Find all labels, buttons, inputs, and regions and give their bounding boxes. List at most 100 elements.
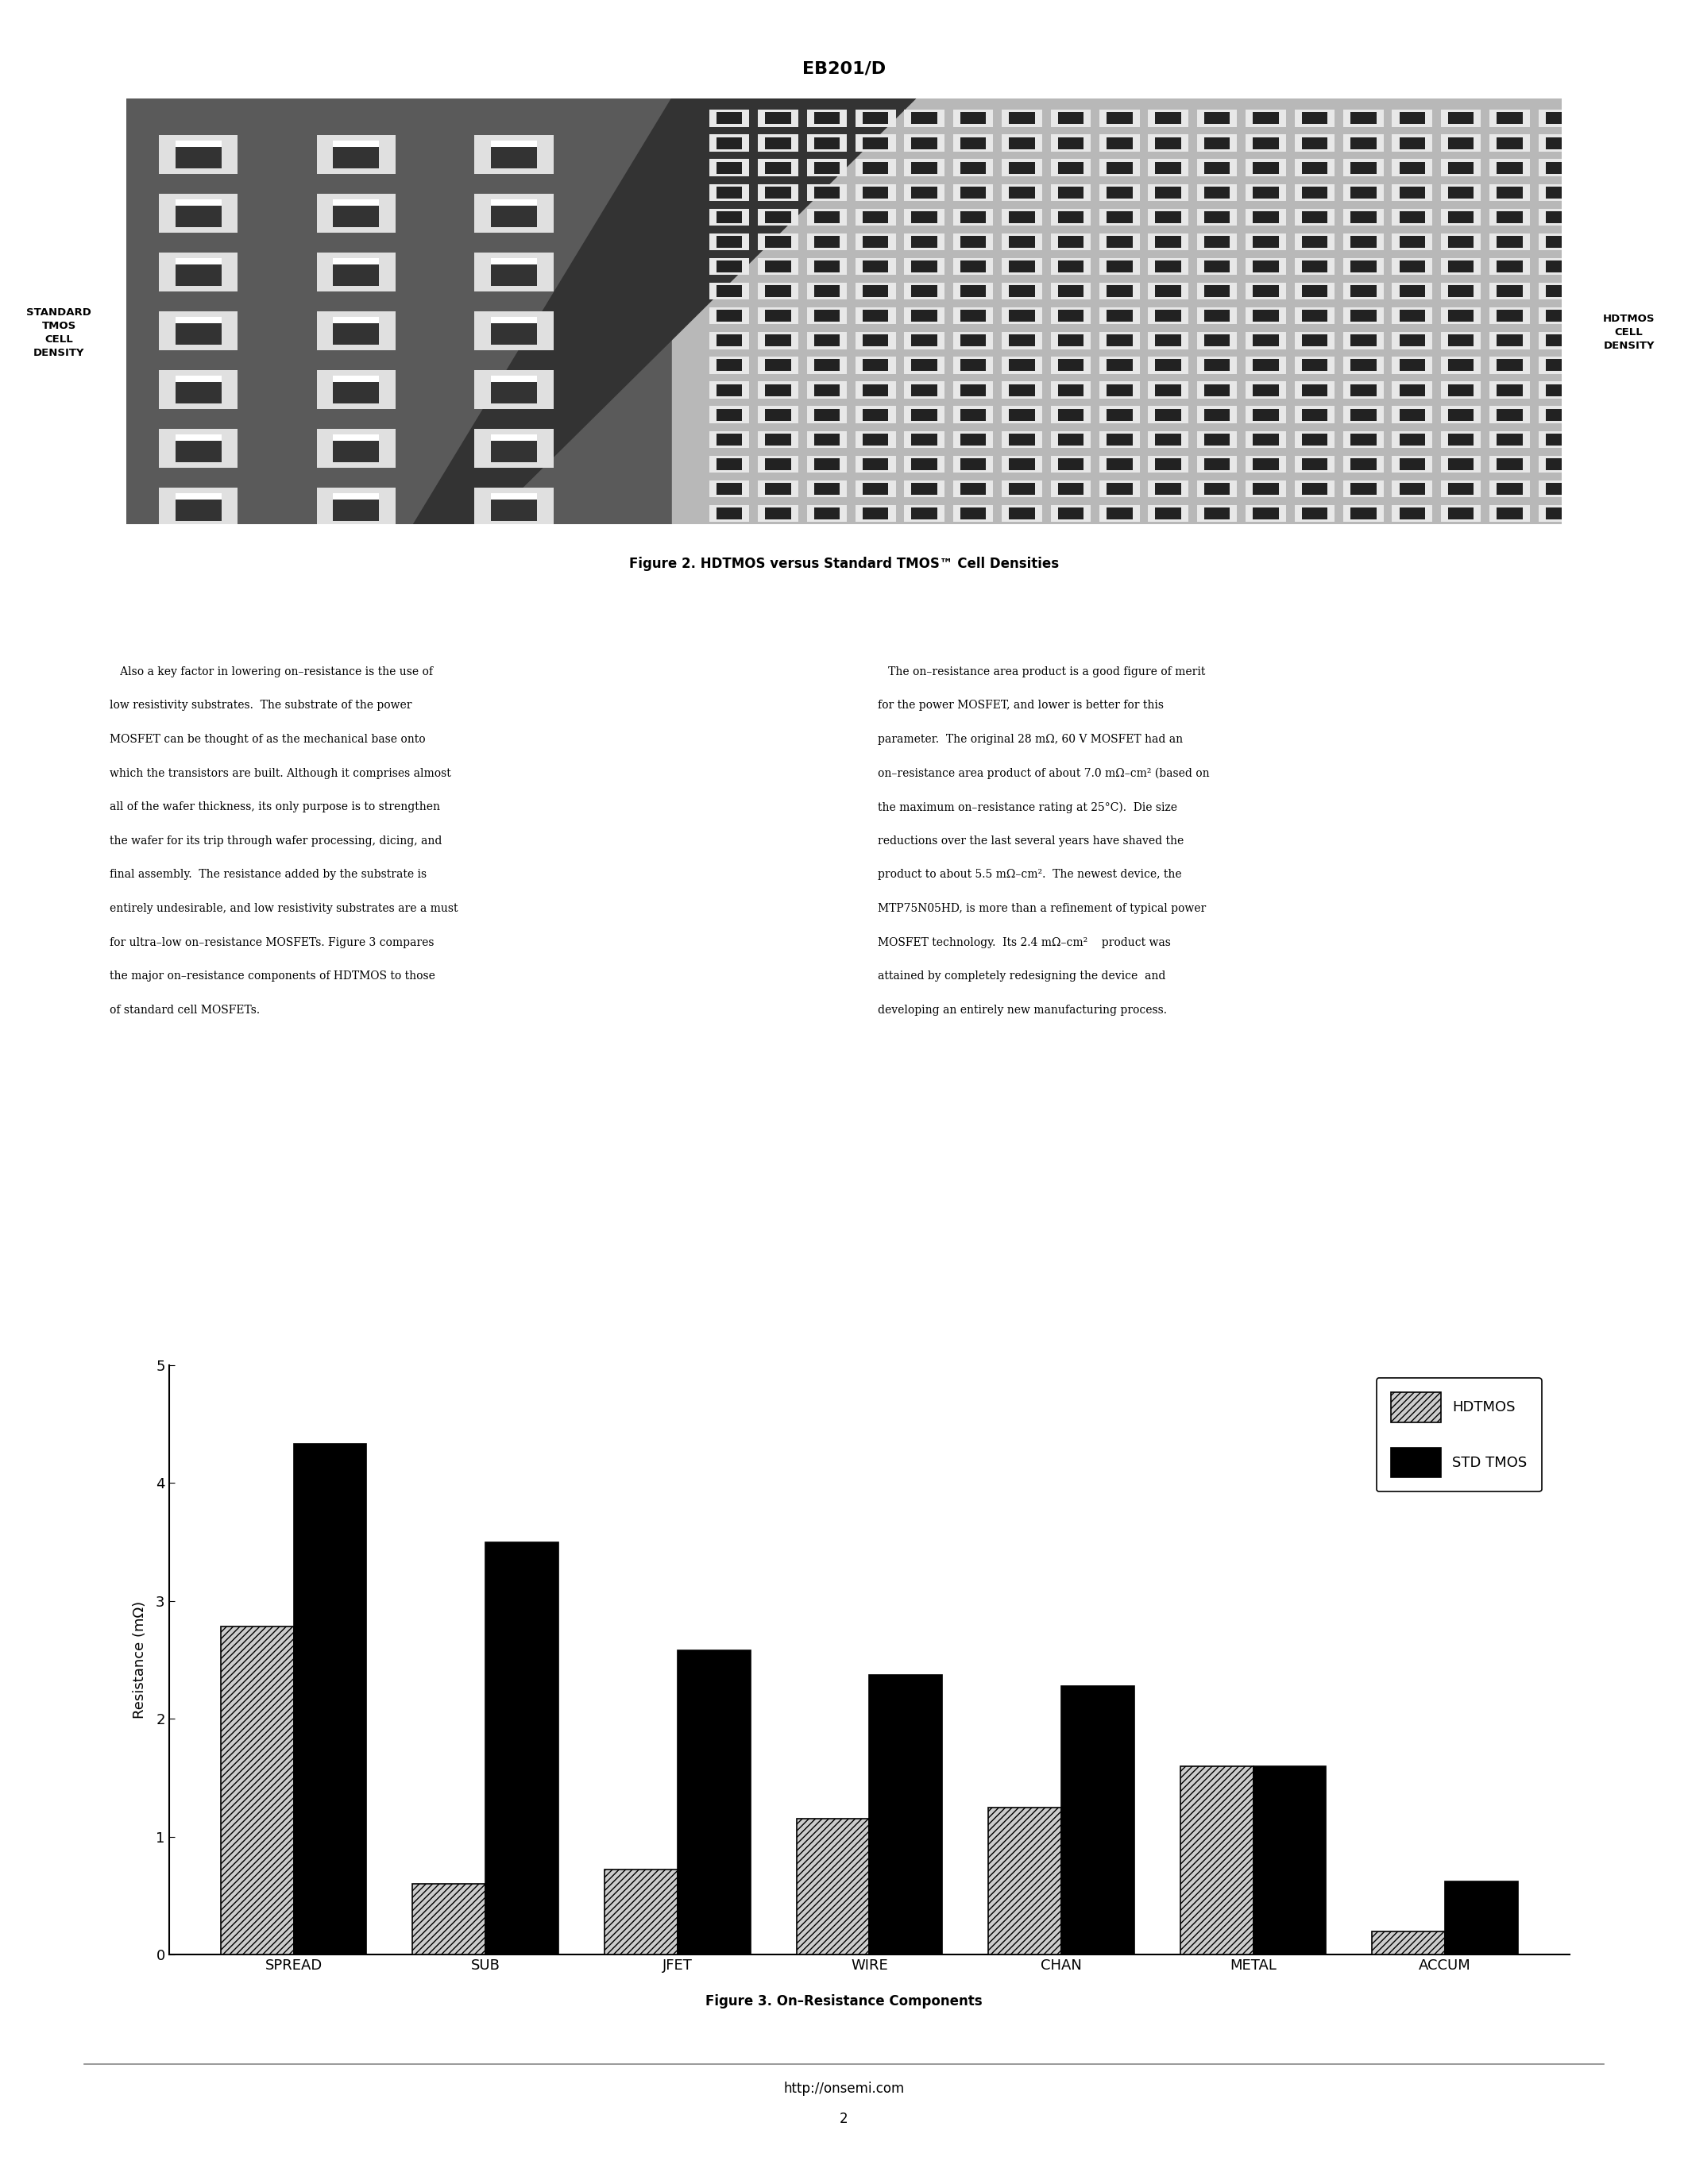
Bar <box>1350 138 1376 149</box>
Bar <box>1050 159 1090 177</box>
Bar <box>1295 159 1335 177</box>
Bar <box>912 507 937 520</box>
Bar <box>1009 260 1035 273</box>
Bar <box>1009 162 1035 175</box>
Bar <box>1148 210 1188 225</box>
Bar <box>1442 282 1480 299</box>
Bar <box>905 456 944 472</box>
Bar <box>159 371 238 408</box>
Bar <box>1197 308 1237 325</box>
Bar <box>1546 334 1572 347</box>
Bar <box>1442 382 1480 397</box>
Bar <box>905 430 944 448</box>
Bar <box>912 111 937 124</box>
Bar <box>333 435 380 441</box>
Bar <box>1546 483 1572 496</box>
Bar <box>1448 286 1474 297</box>
Bar <box>814 310 839 321</box>
Bar <box>1050 430 1090 448</box>
Bar <box>863 111 888 124</box>
Bar <box>765 459 792 470</box>
Text: attained by completely redesigning the device  and: attained by completely redesigning the d… <box>878 970 1166 983</box>
Bar <box>1252 286 1280 297</box>
Bar <box>912 236 937 247</box>
Bar <box>856 183 896 201</box>
Bar <box>709 258 749 275</box>
Bar <box>709 406 749 424</box>
Bar <box>1393 480 1431 498</box>
Bar <box>1301 483 1327 496</box>
Bar <box>1246 282 1286 299</box>
Bar <box>1050 210 1090 225</box>
Bar <box>1538 183 1578 201</box>
Bar <box>1497 360 1523 371</box>
Bar <box>1344 456 1384 472</box>
Bar <box>1099 109 1139 127</box>
Bar <box>1001 183 1041 201</box>
Text: final assembly.  The resistance added by the substrate is: final assembly. The resistance added by … <box>110 869 427 880</box>
Bar <box>1442 480 1480 498</box>
Bar <box>905 210 944 225</box>
Bar <box>1246 505 1286 522</box>
Bar <box>333 140 380 168</box>
Bar <box>1301 507 1327 520</box>
Bar <box>1246 183 1286 201</box>
Bar <box>1050 135 1090 151</box>
Bar <box>758 332 798 349</box>
Bar <box>1489 308 1529 325</box>
Bar <box>1393 210 1431 225</box>
Bar <box>765 138 792 149</box>
Bar <box>905 406 944 424</box>
Bar <box>863 432 888 446</box>
Bar <box>1546 310 1572 321</box>
Bar <box>1442 406 1480 424</box>
Bar <box>1546 408 1572 422</box>
Bar <box>1180 1767 1252 1955</box>
Bar <box>954 159 993 177</box>
Bar <box>1155 286 1182 297</box>
Bar <box>1295 505 1335 522</box>
Bar <box>1442 109 1480 127</box>
Bar <box>1546 260 1572 273</box>
Bar <box>176 376 221 404</box>
Bar <box>814 459 839 470</box>
Bar <box>912 459 937 470</box>
Bar <box>1489 258 1529 275</box>
Bar <box>709 480 749 498</box>
Bar <box>412 1885 486 1955</box>
Bar <box>1489 505 1529 522</box>
Bar <box>905 135 944 151</box>
Bar <box>716 507 743 520</box>
Bar <box>1393 159 1431 177</box>
Bar <box>1442 430 1480 448</box>
Bar <box>716 360 743 371</box>
Bar <box>1197 430 1237 448</box>
Bar <box>1204 334 1231 347</box>
Bar <box>1393 382 1431 397</box>
Bar <box>1252 334 1280 347</box>
Text: on–resistance area product of about 7.0 mΩ–cm² (based on: on–resistance area product of about 7.0 … <box>878 767 1210 780</box>
Bar <box>1344 109 1384 127</box>
Text: low resistivity substrates.  The substrate of the power: low resistivity substrates. The substrat… <box>110 699 412 712</box>
Bar <box>1546 286 1572 297</box>
Bar <box>1295 456 1335 472</box>
Bar <box>1301 236 1327 247</box>
Bar <box>863 408 888 422</box>
Bar <box>1546 459 1572 470</box>
Bar <box>954 480 993 498</box>
Bar <box>176 494 221 522</box>
Bar <box>1204 432 1231 446</box>
Bar <box>1058 138 1084 149</box>
Bar <box>1399 212 1425 223</box>
Bar <box>1099 356 1139 373</box>
Bar <box>954 183 993 201</box>
Bar <box>1099 332 1139 349</box>
Bar <box>954 282 993 299</box>
Bar <box>1148 356 1188 373</box>
Bar <box>863 138 888 149</box>
Bar <box>1058 212 1084 223</box>
Bar <box>960 260 986 273</box>
Bar <box>960 360 986 371</box>
Bar <box>1107 162 1133 175</box>
Bar <box>1001 456 1041 472</box>
